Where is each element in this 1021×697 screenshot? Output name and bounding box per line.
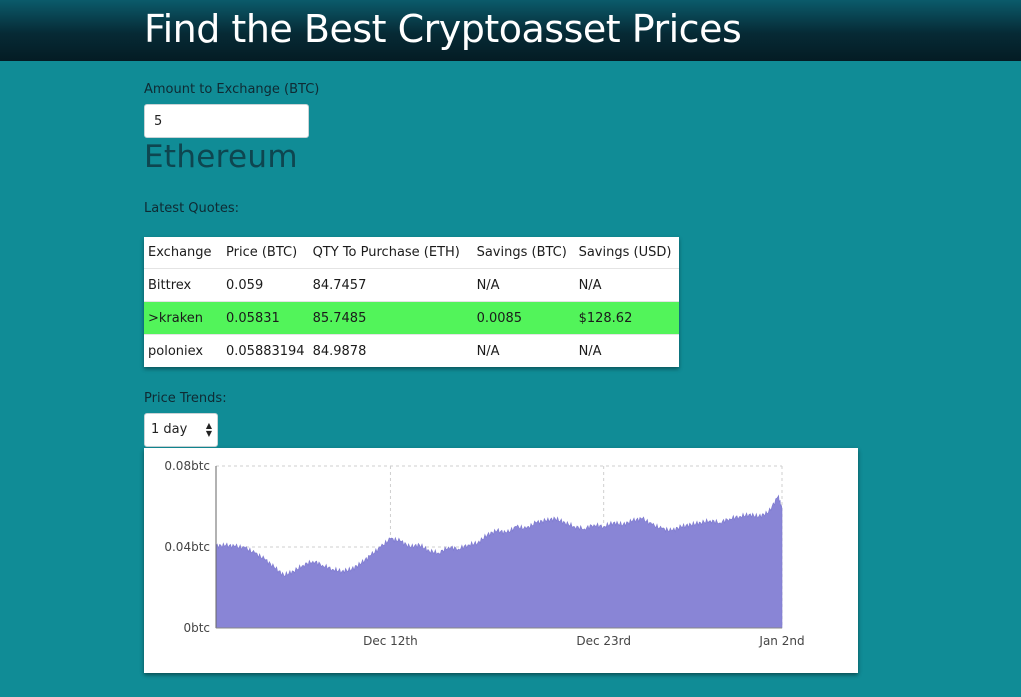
price-cell: 0.05831 [222,301,309,335]
chart-svg: 0.08btc 0.04btc 0btc Dec 12th Dec 23rd Jan 2n… [164,459,804,648]
price-trends-label: Price Trends: [144,391,227,406]
price-area [215,494,783,629]
table-row: poloniex 0.05883194 84.9878 N/A N/A [144,334,679,367]
qty-cell: 84.7457 [308,268,473,302]
latest-quotes-label: Latest Quotes: [144,201,239,216]
column-header: Savings (BTC) [476,245,567,260]
table-row: Bittrex 0.059 84.7457 N/A N/A [144,268,679,302]
column-header: Exchange [148,245,212,260]
savings-btc-cell: N/A [472,268,575,302]
exchange-cell: poloniex [144,334,222,367]
savings-btc-cell: N/A [472,334,575,367]
y-tick-label: 0.08btc [164,459,210,473]
column-header: QTY To Purchase (ETH) [312,245,460,260]
x-tick-label: Dec 23rd [576,634,631,648]
y-tick-label: 0.04btc [164,540,210,554]
qty-cell: 84.9878 [308,334,473,367]
price-trend-chart: 0.08btc 0.04btc 0btc Dec 12th Dec 23rd Jan 2n… [144,448,858,673]
updown-arrows-icon: ▲ ▼ [205,421,212,438]
y-tick-label: 0btc [183,621,210,635]
price-cell: 0.05883194 [222,334,309,367]
amount-input[interactable] [144,104,309,138]
price-cell: 0.059 [222,268,309,302]
range-select-value: 1 day [151,422,188,437]
savings-usd-cell: $128.62 [574,301,679,335]
table-row-best: >kraken 0.05831 85.7485 0.0085 $128.62 [144,301,679,335]
qty-cell: 85.7485 [308,301,473,335]
x-tick-label: Dec 12th [363,634,418,648]
page-title: Find the Best Cryptoasset Prices [144,7,742,51]
range-select[interactable]: 1 day ▲ ▼ [144,413,218,447]
savings-usd-cell: N/A [574,268,679,302]
column-header: Savings (USD) [578,245,672,260]
table-header-row: Exchange Price (BTC) QTY To Purchase (ET… [144,237,679,269]
header-bar: Find the Best Cryptoasset Prices [0,0,1021,61]
savings-btc-cell: 0.0085 [472,301,575,335]
coin-name: Ethereum [144,139,298,175]
column-header: Price (BTC) [226,245,298,260]
exchange-cell: >kraken [144,301,222,335]
exchange-cell: Bittrex [144,268,222,302]
savings-usd-cell: N/A [574,334,679,367]
amount-label: Amount to Exchange (BTC) [144,82,320,97]
quotes-table: Exchange Price (BTC) QTY To Purchase (ET… [144,237,679,367]
x-tick-label: Jan 2nd [758,634,804,648]
